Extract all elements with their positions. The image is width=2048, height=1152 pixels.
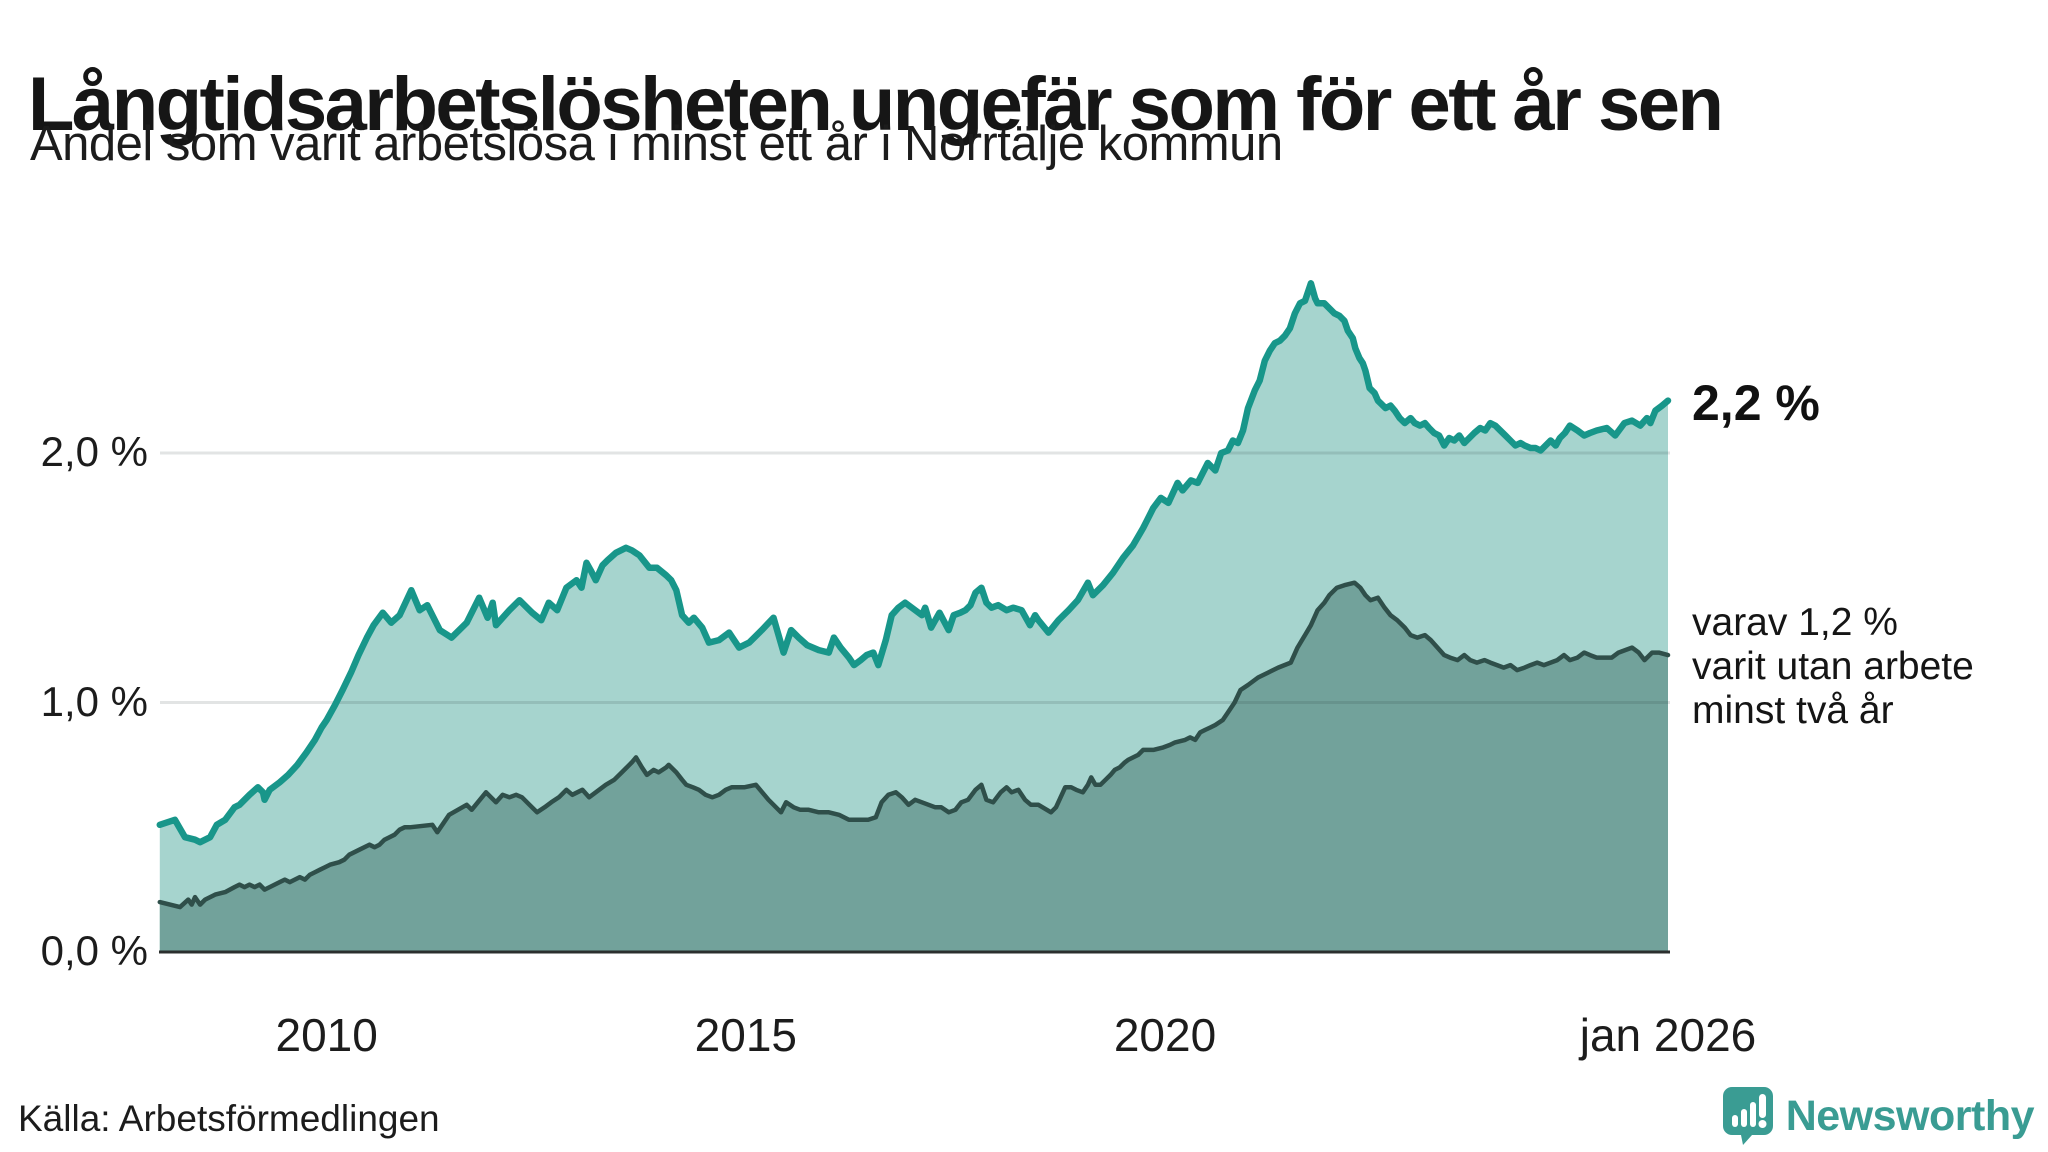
chart-subtitle: Andel som varit arbetslösa i minst ett å…: [30, 117, 1283, 171]
series-line: [157, 580, 1671, 910]
y-axis-tick-label: 0,0 %: [40, 927, 148, 974]
series-line: [156, 280, 1672, 846]
x-axis-tick-label: 2010: [275, 1009, 378, 1061]
latest-total-value-label: 2,2 %: [1692, 375, 1820, 431]
y-axis-tick-label: 1,0 %: [40, 677, 148, 725]
newsworthy-logo-text: Newsworthy: [1785, 1091, 2035, 1140]
two-year-annotation-line3: minst två år: [1692, 689, 1894, 732]
x-axis-tick-label: 2015: [694, 1009, 797, 1061]
two-year-annotation: varav 1,2 % varit utan arbete minst två …: [1692, 601, 1974, 733]
x-axis-tick-label: 2020: [1113, 1009, 1217, 1061]
y-axis-tick-label: 2,0 %: [40, 428, 148, 475]
page-title: Långtidsarbetslösheten ungefär som för e…: [28, 61, 1724, 147]
series-fill: [159, 582, 1668, 952]
x-axis-tick-label: jan 2026: [1579, 1009, 1757, 1061]
newsworthy-logo-icon: [1722, 1087, 1773, 1145]
two-year-annotation-line2: varit utan arbete: [1692, 645, 1974, 688]
newsworthy-logo: Newsworthy: [1722, 1086, 2035, 1146]
two-year-annotation-line1: varav 1,2 %: [1692, 601, 1898, 644]
source-caption: Källa: Arbetsförmedlingen: [18, 1098, 440, 1139]
